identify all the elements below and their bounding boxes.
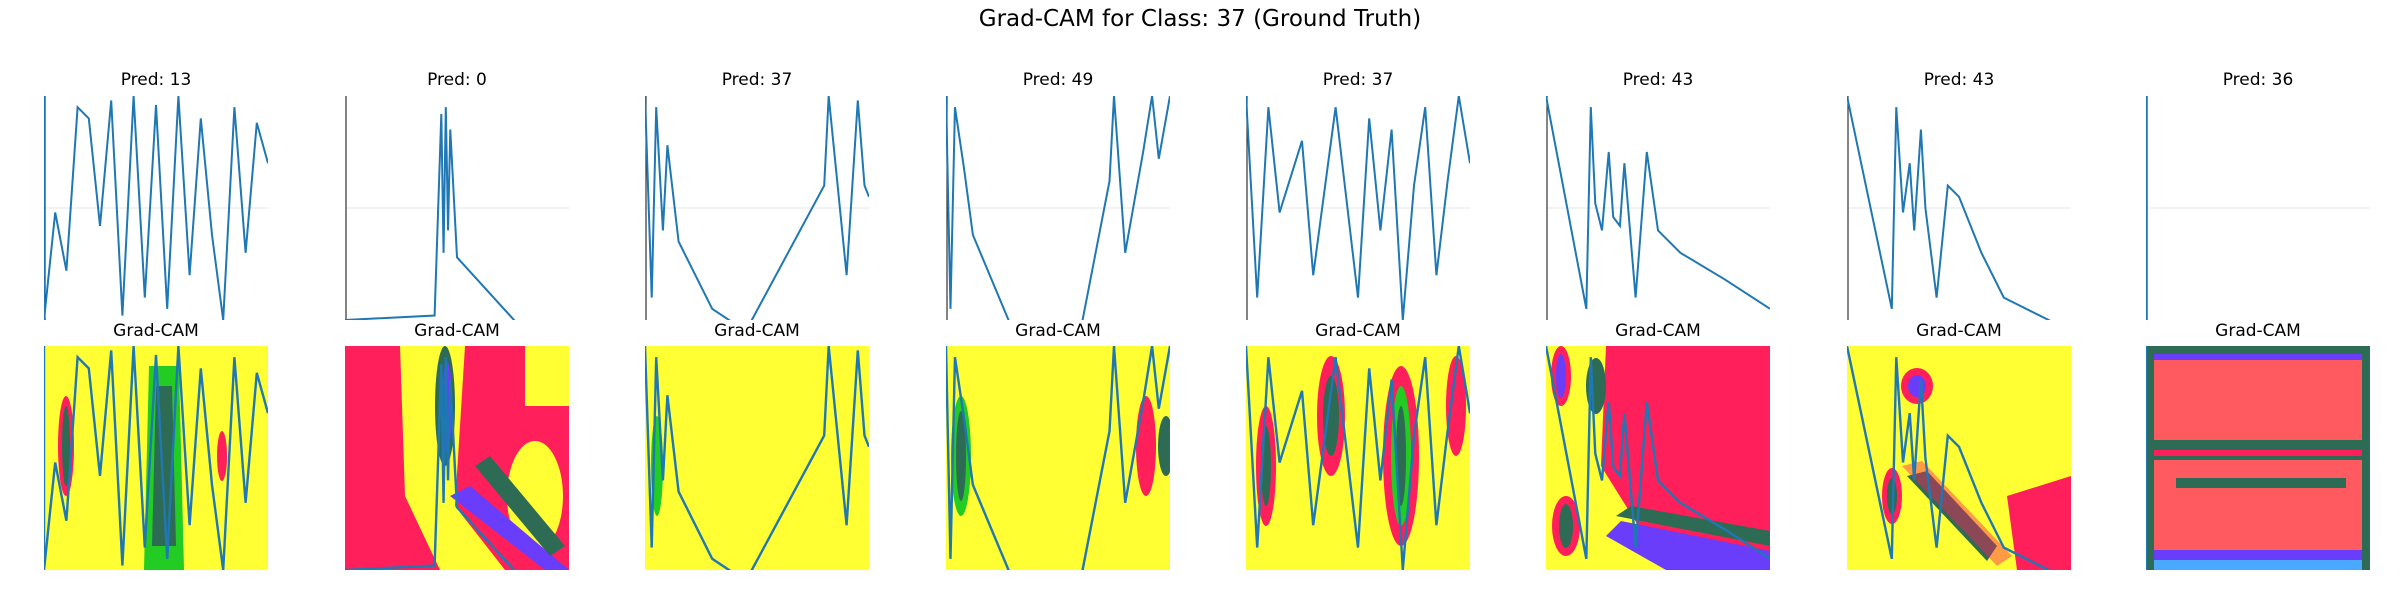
heatmap-region <box>1606 521 1770 570</box>
gradcam-panel <box>1246 346 1470 570</box>
heatmap-region <box>2146 346 2370 354</box>
heatmap-region <box>2146 560 2370 570</box>
panel-title-pred: Pred: 36 <box>2222 70 2294 90</box>
plot-panel-top <box>345 96 569 320</box>
series-line-overlay <box>1246 346 1470 570</box>
series-line <box>345 107 516 320</box>
heatmap <box>44 346 268 570</box>
heatmap <box>345 346 569 570</box>
gradcam-panel <box>1546 346 1770 570</box>
series-line <box>44 96 268 320</box>
gradcam-panel <box>645 346 869 570</box>
heatmap-region <box>2146 450 2370 456</box>
heatmap-region <box>2007 476 2071 570</box>
panel-title-pred: Pred: 49 <box>1022 70 1094 90</box>
panel-title-gradcam: Grad-CAM <box>2215 321 2301 341</box>
series-line-overlay <box>946 346 1170 570</box>
heatmap-region <box>1158 416 1170 476</box>
panel-title-gradcam: Grad-CAM <box>414 321 500 341</box>
heatmap-region <box>956 411 966 501</box>
panel-title-gradcam: Grad-CAM <box>1315 321 1401 341</box>
panel-title-pred: Pred: 0 <box>427 70 487 90</box>
gradcam-panel <box>1847 346 2071 570</box>
plot-panel-top <box>1847 96 2071 320</box>
panel-title-gradcam: Grad-CAM <box>1615 321 1701 341</box>
panel-title-pred: Pred: 37 <box>1322 70 1394 90</box>
panel-title-pred: Pred: 43 <box>1923 70 1995 90</box>
plot-panel-top <box>645 96 869 320</box>
plot-panel-top <box>2146 96 2370 320</box>
panel-title-gradcam: Grad-CAM <box>1916 321 2002 341</box>
panel-title-pred: Pred: 13 <box>120 70 192 90</box>
heatmap-region <box>1136 396 1156 496</box>
heatmap-clip <box>2146 346 2370 570</box>
plot-panel-top <box>946 96 1170 320</box>
heatmap <box>2146 346 2370 570</box>
heatmap-region <box>475 456 565 556</box>
heatmap-clip <box>645 346 869 570</box>
heatmap-clip <box>1847 346 2071 570</box>
heatmap-region <box>525 346 569 406</box>
heatmap <box>645 346 869 570</box>
heatmap-region <box>2176 478 2346 488</box>
heatmap-region <box>2146 346 2154 570</box>
series-line <box>1546 96 1770 310</box>
heatmap-region <box>1323 376 1339 456</box>
panel-title-pred: Pred: 37 <box>721 70 793 90</box>
series-line <box>1847 96 2051 320</box>
gradcam-panel <box>946 346 1170 570</box>
panel-title-gradcam: Grad-CAM <box>714 321 800 341</box>
heatmap-region <box>1616 506 1770 546</box>
heatmap-clip <box>345 346 569 570</box>
gradcam-panel <box>44 346 268 570</box>
figure-title: Grad-CAM for Class: 37 (Ground Truth) <box>978 6 1422 32</box>
series-line-overlay <box>345 357 516 570</box>
gradcam-panel <box>345 346 569 570</box>
series-line-overlay <box>645 346 869 570</box>
panel-title-gradcam: Grad-CAM <box>1015 321 1101 341</box>
heatmap-region <box>62 406 70 486</box>
gradcam-panel <box>2146 346 2370 570</box>
heatmap-region <box>217 431 227 481</box>
panel-title-pred: Pred: 43 <box>1622 70 1694 90</box>
plot-panel-top <box>1546 96 1770 320</box>
series-line <box>946 96 1170 320</box>
heatmap-clip <box>946 346 1170 570</box>
heatmap-region <box>400 346 505 570</box>
plot-panel-top <box>44 96 268 320</box>
panel-title-gradcam: Grad-CAM <box>113 321 199 341</box>
heatmap-clip <box>1546 346 1770 570</box>
series-line <box>1246 96 1470 320</box>
heatmap-background <box>645 346 869 570</box>
plot-panel-top <box>1246 96 1470 320</box>
heatmap-region <box>450 486 569 570</box>
series-line-overlay <box>1847 346 2052 570</box>
panels-group <box>44 96 2370 570</box>
series-line-overlay <box>1546 346 1770 560</box>
heatmap <box>1546 346 1770 570</box>
heatmap-region <box>1559 504 1573 548</box>
series-line <box>645 96 869 320</box>
heatmap-clip <box>44 346 268 570</box>
heatmap <box>946 346 1170 570</box>
series-line-overlay <box>44 346 268 570</box>
heatmap-region <box>507 441 563 551</box>
heatmap-region <box>1446 356 1466 456</box>
heatmap-region <box>1908 375 1926 397</box>
heatmap-region <box>2362 346 2370 570</box>
heatmap <box>1847 346 2071 570</box>
heatmap-region <box>1556 354 1566 398</box>
